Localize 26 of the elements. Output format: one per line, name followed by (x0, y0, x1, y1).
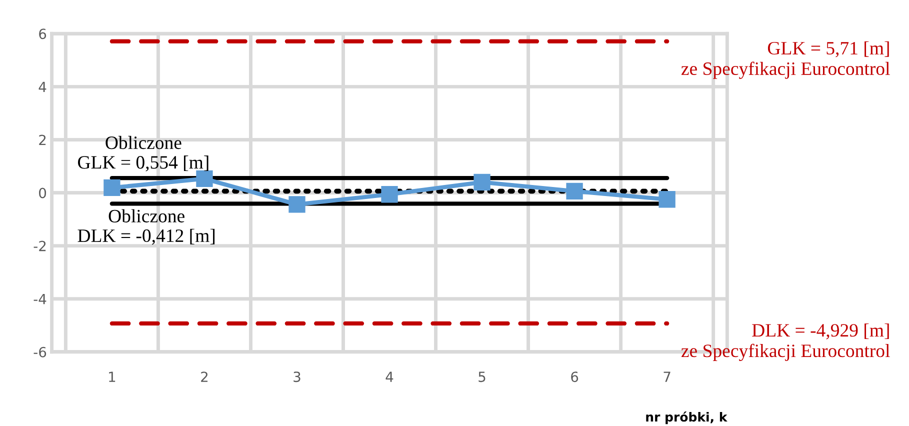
point (474, 174, 490, 190)
x-tick-label: 7 (664, 372, 670, 382)
y-tick-label: 4 (38, 82, 46, 92)
ref-line-label: Obliczone GLK = 0,554 [m] (78, 136, 208, 172)
ref-line-label: Obliczone DLK = -0,412 [m] (78, 209, 215, 245)
ref-line-label: GLK = 5,71 [m] ze Specyfikacji Eurocontrol (681, 41, 890, 79)
ref-line-label: DLK = -4,929 [m] ze Specyfikacji Eurocontrol (681, 323, 890, 362)
x-tick-label: 2 (201, 372, 208, 382)
point (381, 186, 398, 203)
y-tick-label: -4 (34, 294, 46, 304)
x-tick-label: 1 (109, 372, 116, 382)
y-tick-label: -2 (34, 240, 46, 252)
x-tick-label: 3 (294, 372, 300, 382)
x-tick-label: 4 (386, 372, 394, 382)
point (658, 191, 676, 208)
y-tick-label: 0 (39, 188, 46, 198)
x-tick-label: 6 (571, 372, 578, 382)
point (566, 182, 583, 200)
y-tick-label: 6 (39, 28, 46, 40)
y-tick-label: -6 (34, 346, 46, 358)
y-tick-label: 2 (39, 134, 46, 146)
x-axis-title: nr próbki, k (646, 412, 728, 424)
point (288, 196, 306, 213)
point (104, 179, 120, 196)
x-tick-label: 5 (478, 372, 486, 382)
point (196, 170, 213, 188)
